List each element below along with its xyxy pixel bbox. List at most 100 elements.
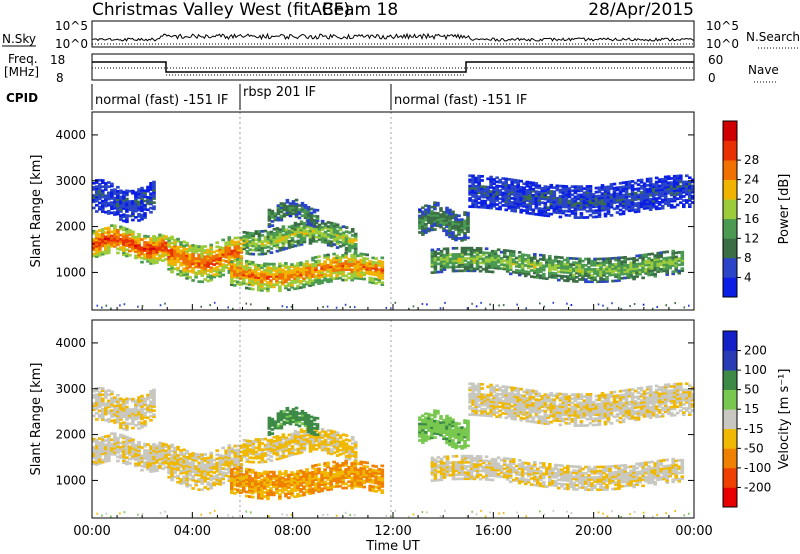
power-cell [466, 224, 470, 227]
velocity-cell [182, 448, 186, 452]
velocity-cell [173, 461, 177, 464]
power-cell [276, 212, 281, 216]
power-cell [101, 244, 105, 248]
power-cell [98, 237, 102, 241]
power-cell [457, 261, 462, 264]
power-cell [267, 217, 272, 220]
power-cell [146, 202, 150, 205]
power-cell [593, 259, 597, 263]
power-cell [161, 251, 165, 254]
power-cell [603, 185, 608, 189]
power-cell [98, 191, 102, 194]
power-cell [582, 195, 587, 199]
power-cell [599, 272, 603, 275]
power-cell [350, 260, 354, 263]
power-cell [674, 261, 678, 265]
power-cell [688, 203, 692, 206]
power-cell [463, 252, 468, 256]
velocity-cell [122, 444, 126, 448]
velocity-cell [95, 450, 99, 454]
velocity-cell [224, 451, 228, 455]
power-cell [306, 220, 311, 224]
power-cell [534, 184, 539, 187]
velocity-cell [317, 486, 321, 489]
velocity-cell [293, 476, 297, 480]
power-cell [656, 270, 660, 273]
velocity-cell [245, 476, 249, 479]
velocity-cell [176, 447, 180, 451]
power-cell [266, 239, 271, 243]
power-cell [603, 202, 608, 205]
power-cell [433, 205, 437, 209]
power-cell [517, 265, 522, 269]
velocity-cell [284, 494, 288, 498]
power-cell [489, 175, 493, 179]
power-cell [688, 199, 692, 202]
velocity-cell [257, 488, 261, 492]
velocity-cell [113, 436, 117, 440]
power-cell [257, 268, 261, 271]
power-cell [191, 254, 195, 258]
velocity-cell [227, 462, 232, 466]
power-cell [691, 197, 695, 200]
power-cell [267, 208, 272, 212]
power-cell [460, 226, 464, 230]
power-cell [475, 247, 480, 250]
power-cell [257, 246, 262, 250]
power-cell [448, 208, 452, 212]
power-cell [645, 202, 650, 206]
power-cell [356, 266, 360, 270]
power-cell [245, 268, 249, 271]
power-cell [617, 256, 621, 260]
power-cell [308, 240, 313, 243]
power-cell [620, 272, 624, 276]
power-cell [104, 200, 108, 204]
velocity-cell [302, 477, 306, 480]
power-cell [254, 230, 259, 233]
velocity-cell [122, 415, 126, 418]
power-cell [308, 267, 312, 271]
power-cell [275, 237, 280, 241]
power-cell [251, 279, 255, 283]
power-cell [627, 184, 632, 188]
power-cell [439, 225, 443, 229]
power-cell [629, 257, 633, 261]
power-cell [278, 270, 282, 274]
power-cell [542, 254, 546, 257]
velocity-cell [317, 471, 321, 475]
velocity-cell [314, 478, 318, 482]
power-cell [618, 181, 623, 185]
velocity-cell [305, 488, 309, 492]
power-cell [92, 196, 96, 199]
power-cell [230, 255, 235, 259]
power-cell [504, 183, 508, 187]
power-cell [439, 215, 443, 219]
power-cell [296, 233, 301, 237]
power-cell [119, 208, 123, 211]
velocity-cell [125, 422, 129, 425]
power-cell [116, 237, 120, 240]
power-cell [691, 201, 695, 204]
power-cell [530, 256, 534, 260]
power-cell [266, 266, 270, 270]
power-cell [668, 264, 672, 268]
power-cell [433, 271, 438, 274]
power-cell [299, 236, 304, 240]
velocity-cell [281, 490, 285, 494]
power-cell [185, 266, 189, 270]
velocity-cell [200, 476, 204, 479]
power-cell [267, 219, 272, 222]
power-cell [257, 264, 261, 267]
power-cell [338, 256, 342, 259]
power-cell [564, 209, 569, 213]
power-cell [131, 208, 135, 212]
power-cell [691, 188, 695, 192]
power-cell [263, 283, 267, 286]
power-cell [281, 225, 286, 228]
power-cell [430, 228, 434, 232]
power-cell [548, 263, 552, 266]
velocity-cell [197, 461, 201, 465]
power-cell [662, 257, 666, 260]
velocity-cell [101, 440, 105, 443]
power-cell [552, 202, 557, 206]
